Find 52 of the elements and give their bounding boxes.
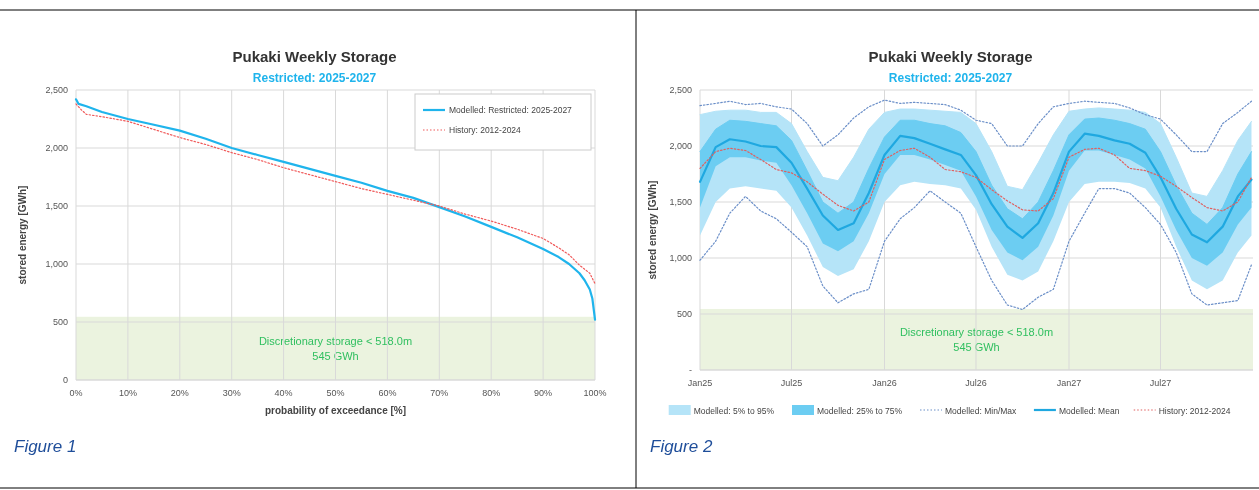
y-tick-label: 2,000 (45, 143, 68, 153)
y-tick-label: 500 (52, 317, 68, 327)
chart-subtitle: Restricted: 2025-2027 (252, 71, 377, 85)
x-tick-label: Jan27 (1056, 378, 1082, 388)
line-series (74, 98, 597, 321)
y-tick-label: 0 (62, 375, 68, 385)
legend-label: Modelled: 25% to 75% (817, 405, 903, 416)
y-tick-label: 2,500 (669, 85, 692, 95)
line-series (699, 99, 1253, 153)
x-tick-label: 20% (170, 388, 189, 398)
y-axis-title: stored energy [GWh] (647, 180, 658, 280)
y-tick-label: 500 (676, 309, 692, 319)
x-tick-label: Jan26 (872, 378, 897, 388)
band-label: Discretionary storage < 518.0m 545 GWh (899, 326, 1054, 354)
line-series (699, 147, 1253, 212)
caption: Figure 1 (14, 437, 77, 456)
y-tick-label: - (689, 365, 692, 375)
x-tick-label: 100% (583, 388, 607, 398)
x-tick-label: 40% (274, 388, 293, 398)
chart-subtitle: Restricted: 2025-2027 (888, 71, 1013, 85)
line-series (699, 187, 1253, 311)
legend-label: Modelled: Mean (1058, 405, 1120, 416)
y-tick-label: 1,000 (45, 259, 68, 269)
x-tick-label: Jan25 (687, 378, 713, 388)
y-tick-label: 1,500 (45, 201, 68, 211)
x-tick-label: 10% (118, 388, 137, 398)
y-axis-title: stored energy [GWh] (17, 185, 28, 285)
chart-title: Pukaki Weekly Storage (232, 48, 397, 65)
x-axis-title: probability of exceedance [%] (264, 405, 407, 416)
x-tick-label: Jul26 (965, 378, 987, 388)
y-tick-label: 2,000 (669, 141, 692, 151)
legend-label: History: 2012-2024 (1158, 405, 1231, 416)
line-series (698, 132, 1253, 244)
legend-label: Modelled: Min/Max (945, 405, 1018, 416)
legend-label: History: 2012-2024 (449, 125, 522, 135)
y-tick-label: 1,000 (669, 253, 692, 263)
legend-label: Modelled: Restricted: 2025-2027 (449, 105, 573, 115)
x-tick-label: Jul25 (780, 378, 803, 388)
x-tick-label: 70% (430, 388, 449, 398)
x-tick-label: 90% (534, 388, 553, 398)
legend-label: Modelled: 5% to 95% (693, 405, 775, 416)
caption: Figure 2 (650, 437, 713, 456)
x-tick-label: 80% (482, 388, 501, 398)
y-tick-label: 2,500 (45, 85, 68, 95)
x-tick-label: 30% (222, 388, 241, 398)
x-tick-label: 60% (378, 388, 397, 398)
line-series (75, 103, 596, 285)
x-tick-label: 50% (326, 388, 345, 398)
chart-title: Pukaki Weekly Storage (868, 48, 1033, 65)
x-tick-label: Jul27 (1149, 378, 1172, 388)
x-tick-label: 0% (69, 388, 83, 398)
y-tick-label: 1,500 (669, 197, 692, 207)
